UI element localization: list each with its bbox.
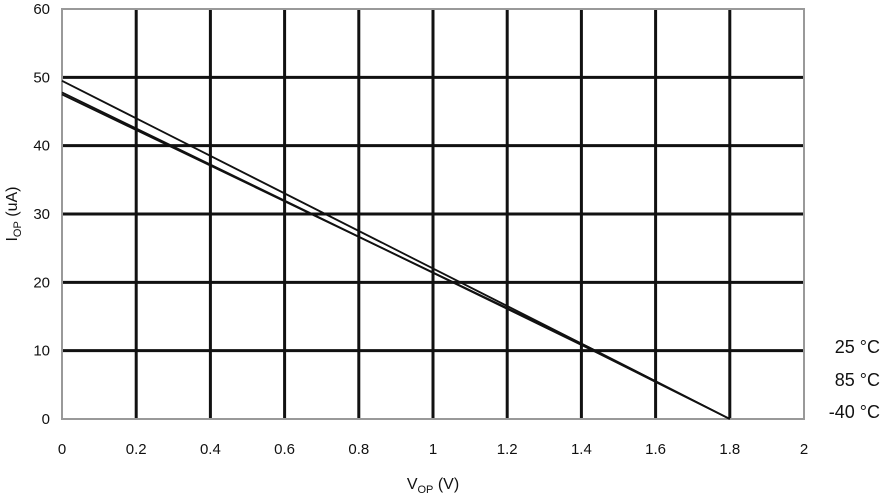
y-tick-label: 30 (33, 206, 50, 223)
x-tick-label: 0.4 (200, 441, 221, 458)
y-tick-label: 40 (33, 138, 50, 155)
x-tick-label: 0 (58, 441, 66, 458)
y-axis-label: IOP (uA) (4, 186, 24, 241)
x-tick-label: 1 (429, 441, 437, 458)
y-tick-label: 10 (33, 343, 50, 360)
x-tick-label: 1.8 (719, 441, 740, 458)
x-tick-label: 1.4 (571, 441, 592, 458)
x-tick-label: 1.6 (645, 441, 666, 458)
plot-frame (61, 8, 805, 420)
x-tick-label: 0.8 (348, 441, 369, 458)
y-tick-label: 20 (33, 274, 50, 291)
x-tick-label: 0.6 (274, 441, 295, 458)
legend-entry: 25 °C (835, 337, 880, 357)
x-tick-label: 1.2 (497, 441, 518, 458)
y-tick-label: 0 (42, 411, 50, 428)
x-axis-label: VOP (V) (407, 476, 459, 495)
series-lines (61, 79, 731, 420)
grid (62, 9, 804, 419)
y-tick-labels: 0 10 20 30 40 50 60 (33, 1, 50, 428)
x-tick-labels: 0 0.2 0.4 0.6 0.8 1 1.2 1.4 1.6 1.8 2 (58, 441, 808, 458)
series-line (61, 93, 731, 420)
y-tick-label: 50 (33, 69, 50, 86)
legend-entry: -40 °C (829, 402, 880, 422)
legend-entry: 85 °C (835, 370, 880, 390)
legend: 25 °C 85 °C -40 °C (829, 337, 880, 422)
x-tick-label: 0.2 (126, 441, 147, 458)
series-line (61, 91, 731, 420)
y-tick-label: 60 (33, 1, 50, 18)
x-tick-label: 2 (800, 441, 808, 458)
